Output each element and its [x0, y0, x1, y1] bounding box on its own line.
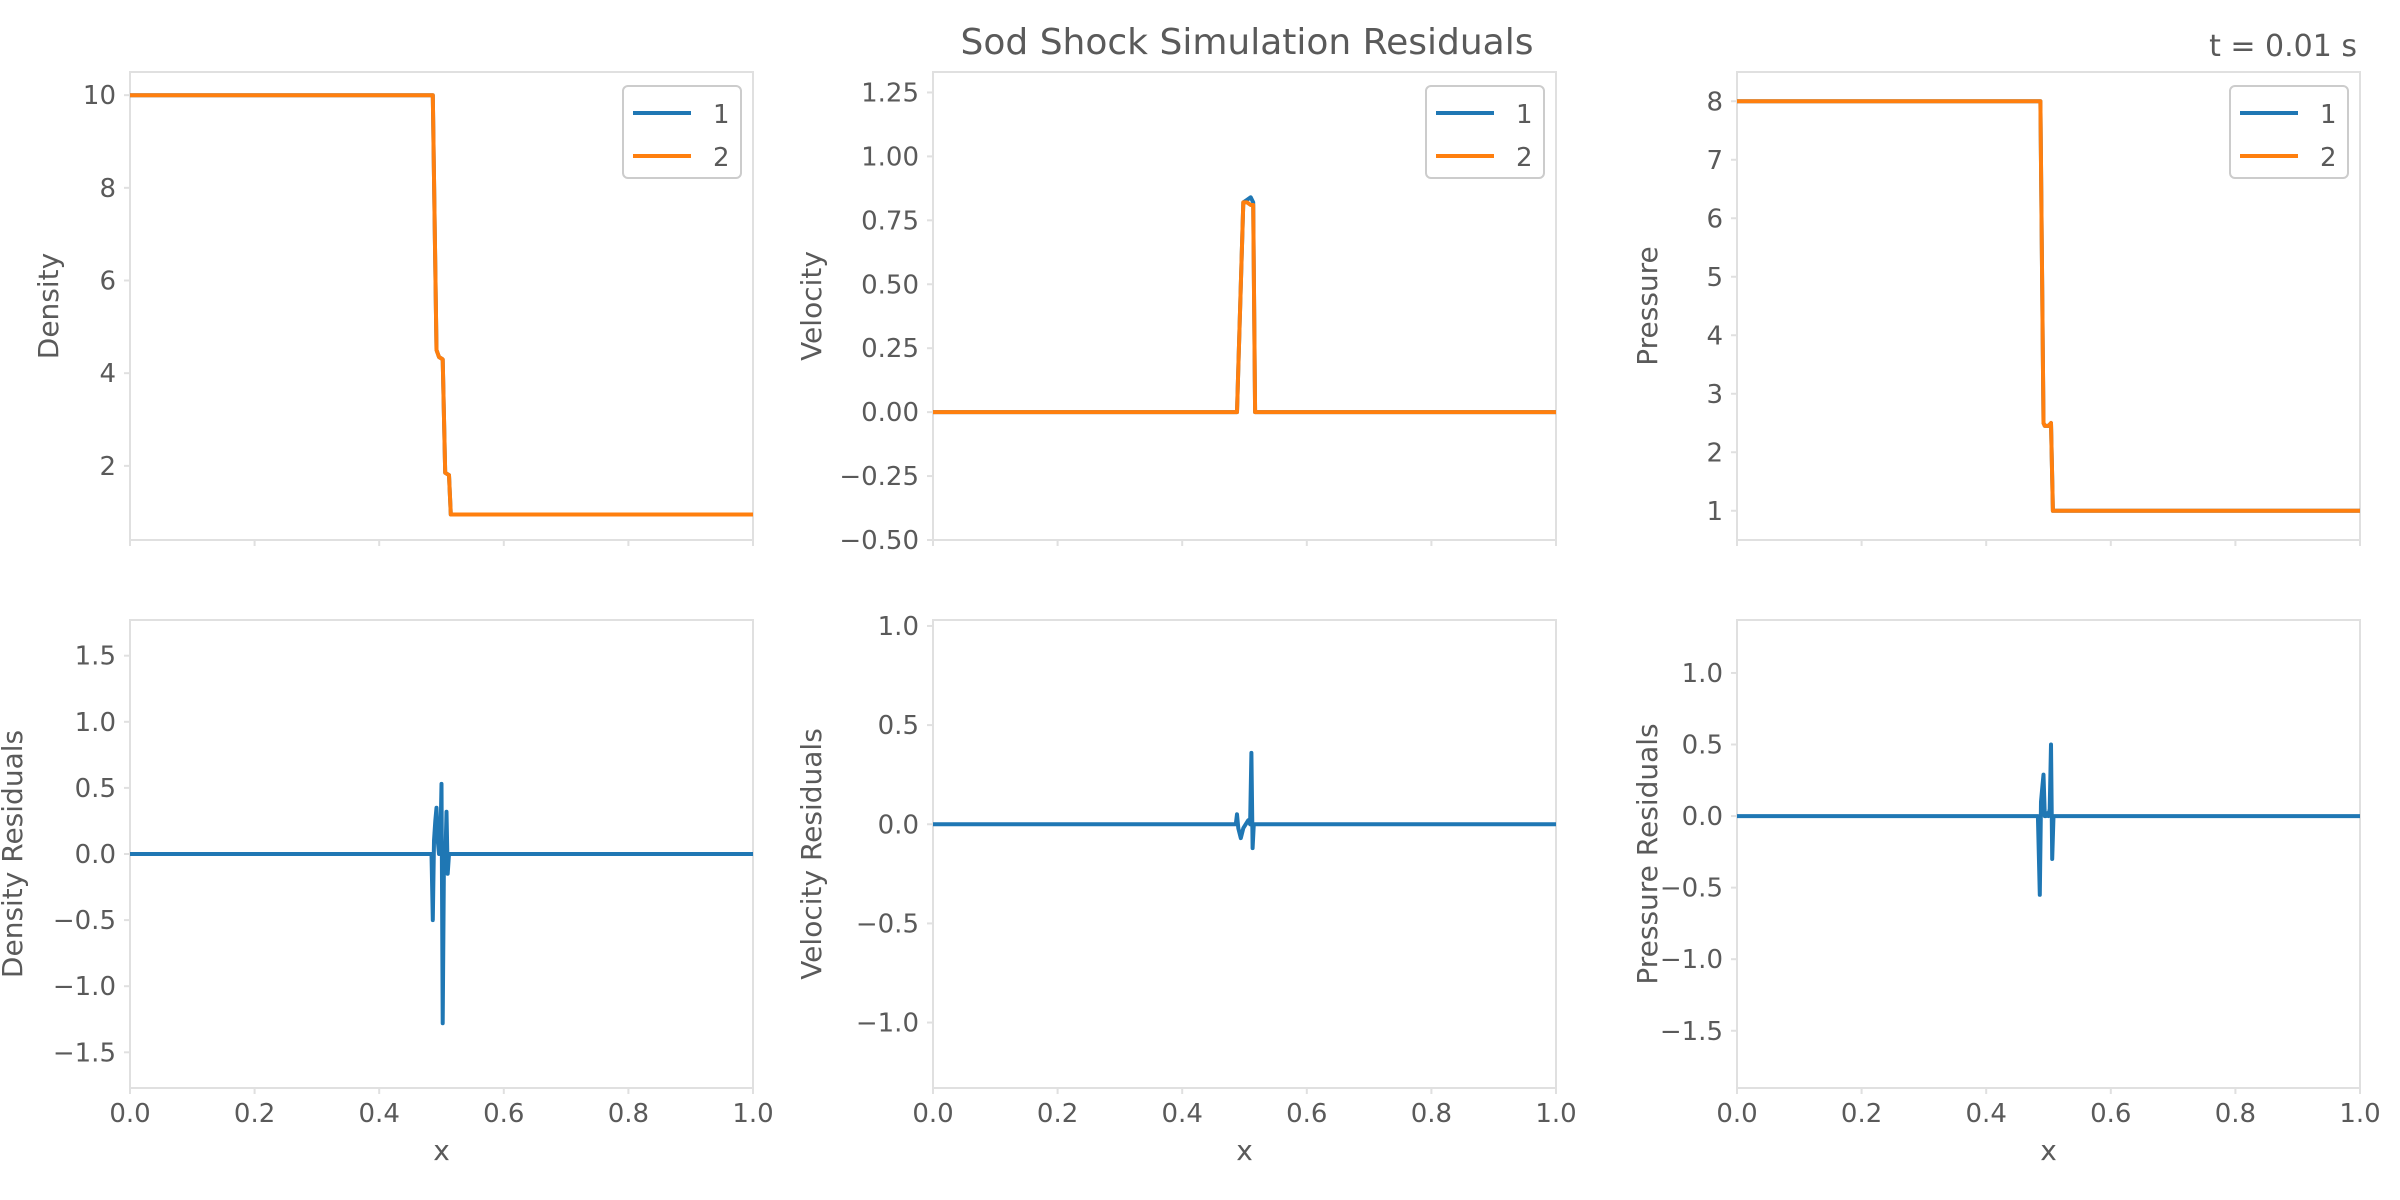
- velocity_residuals-xtick-label: 0.2: [1037, 1099, 1078, 1129]
- velocity-ytick-label: 1.00: [861, 142, 919, 172]
- pressure_residuals-xtick-label: 0.4: [1966, 1099, 2007, 1129]
- density-legend: 12: [622, 85, 742, 179]
- pressure_residuals-xtick-label: 0.8: [2215, 1099, 2256, 1129]
- pressure_residuals-ytick-label: −1.5: [1660, 1017, 1723, 1047]
- density-ytick-label: 2: [99, 452, 116, 482]
- velocity-ytick-label: 0.75: [861, 206, 919, 236]
- velocity_residuals-ytick-label: 0.0: [878, 810, 919, 840]
- density_residuals-xtick-label: 0.8: [608, 1099, 649, 1129]
- pressure_residuals-ytick-label: 0.5: [1682, 731, 1723, 761]
- pressure-series-2-line: [1737, 99, 2360, 513]
- pressure_residuals-xlabel: x: [2040, 1134, 2057, 1167]
- velocity-ytick-label: 1.25: [861, 78, 919, 108]
- velocity_residuals-ytick-label: 0.5: [878, 711, 919, 741]
- pressure-legend: 12: [2229, 85, 2349, 179]
- velocity-ytick-label: −0.25: [839, 462, 919, 492]
- pressure_residuals-series-line-line: [1737, 742, 2360, 897]
- velocity-ytick-label: 0.50: [861, 270, 919, 300]
- pressure_residuals-ytick-label: 1.0: [1682, 659, 1723, 689]
- density-legend-label-1: 1: [713, 100, 730, 130]
- velocity_residuals-ylabel: Velocity Residuals: [795, 728, 828, 980]
- pressure_residuals-ytick-label: 0.0: [1682, 802, 1723, 832]
- pressure_residuals-xtick-label: 1.0: [2339, 1099, 2380, 1129]
- density-ylabel: Density: [32, 253, 65, 359]
- density_residuals-series-line-line: [130, 781, 753, 1026]
- velocity-legend-label-1: 1: [1516, 100, 1533, 130]
- pressure-frame: [1736, 71, 2361, 541]
- velocity_residuals-series-line-line: [933, 750, 1556, 851]
- velocity-legend: 12: [1425, 85, 1545, 179]
- density-legend-label-2: 2: [713, 143, 730, 173]
- pressure-ytick-label: 4: [1706, 321, 1723, 351]
- time-label: t = 0.01 s: [2209, 29, 2357, 64]
- pressure-ytick-label: 1: [1706, 497, 1723, 527]
- density_residuals-ylabel: Density Residuals: [0, 730, 29, 978]
- velocity_residuals-xtick-label: 0.0: [912, 1099, 953, 1129]
- pressure-ylabel: Pressure: [1631, 246, 1664, 366]
- velocity_residuals-ytick-label: −0.5: [856, 909, 919, 939]
- pressure_residuals-ylabel: Pressure Residuals: [1631, 723, 1664, 984]
- pressure_residuals-xtick-label: 0.0: [1716, 1099, 1757, 1129]
- velocity_residuals-panel: 0.0 0.2 0.4 0.6 0.8 1.0 −1.0 −0.5 0.0 0.5 1.0 Veloc…: [795, 612, 1577, 1167]
- velocity-ytick-label: 0.25: [861, 334, 919, 364]
- velocity_residuals-xlabel: x: [1236, 1134, 1253, 1167]
- density-ytick-label: 4: [99, 359, 116, 389]
- density_residuals-xtick-label: 0.2: [234, 1099, 275, 1129]
- velocity-ytick-label: 0.00: [861, 398, 919, 428]
- density_residuals-xtick-label: 1.0: [732, 1099, 773, 1129]
- density_residuals-ytick-label: 1.5: [75, 642, 116, 672]
- velocity_residuals-xtick-label: 0.4: [1162, 1099, 1203, 1129]
- pressure_residuals-xtick-label: 0.2: [1841, 1099, 1882, 1129]
- pressure-ytick-label: 5: [1706, 263, 1723, 293]
- density_residuals-ytick-label: 0.0: [75, 840, 116, 870]
- velocity-frame: [932, 71, 1557, 541]
- velocity_residuals-xtick-label: 0.6: [1286, 1099, 1327, 1129]
- pressure_residuals-xtick-label: 0.6: [2090, 1099, 2131, 1129]
- pressure-ytick-label: 2: [1706, 438, 1723, 468]
- velocity-legend-label-2: 2: [1516, 143, 1533, 173]
- density_residuals-ytick-label: −0.5: [53, 906, 116, 936]
- density_residuals-xlabel: x: [433, 1134, 450, 1167]
- density_residuals-xtick-label: 0.4: [359, 1099, 400, 1129]
- pressure-legend-label-1: 1: [2320, 100, 2337, 130]
- velocity_residuals-frame: [932, 619, 1557, 1089]
- density-frame: [129, 71, 754, 541]
- pressure-ytick-label: 7: [1706, 146, 1723, 176]
- pressure-ytick-label: 3: [1706, 380, 1723, 410]
- velocity-panel: −0.50 −0.25 0.00 0.25 0.50 0.75 1.00 1.25 Veloci…: [795, 71, 1557, 556]
- pressure_residuals-ytick-label: −1.0: [1660, 945, 1723, 975]
- velocity_residuals-ytick-label: 1.0: [878, 612, 919, 642]
- pressure-ytick-label: 8: [1706, 87, 1723, 117]
- density_residuals-panel: 0.0 0.2 0.4 0.6 0.8 1.0 −1.5 −1.0 −0.5 0.0 0.5 1.0 1…: [0, 619, 774, 1167]
- density_residuals-xtick-label: 0.6: [483, 1099, 524, 1129]
- velocity_residuals-xtick-label: 1.0: [1535, 1099, 1576, 1129]
- velocity-series-1-line: [933, 195, 1556, 415]
- pressure_residuals-frame: [1736, 619, 2361, 1089]
- density_residuals-ytick-label: −1.0: [53, 972, 116, 1002]
- pressure-legend-label-2: 2: [2320, 143, 2337, 173]
- density-ytick-label: 8: [99, 174, 116, 204]
- density-ytick-label: 10: [83, 81, 116, 111]
- pressure_residuals-panel: 0.0 0.2 0.4 0.6 0.8 1.0 −1.5 −1.0 −0.5 0.0 0.5 1.0 P…: [1631, 619, 2381, 1167]
- pressure_residuals-ytick-label: −0.5: [1660, 874, 1723, 904]
- velocity_residuals-ytick-label: −1.0: [856, 1009, 919, 1039]
- density_residuals-xtick-label: 0.0: [109, 1099, 150, 1129]
- pressure-ytick-label: 6: [1706, 204, 1723, 234]
- density-ytick-label: 6: [99, 267, 116, 297]
- figure-title: Sod Shock Simulation Residuals: [961, 22, 1534, 63]
- density_residuals-ytick-label: −1.5: [53, 1038, 116, 1068]
- velocity-ylabel: Velocity: [795, 251, 828, 361]
- velocity-series-2-line: [933, 200, 1556, 415]
- velocity_residuals-xtick-label: 0.8: [1411, 1099, 1452, 1129]
- density_residuals-ytick-label: 0.5: [75, 774, 116, 804]
- density_residuals-ytick-label: 1.0: [75, 708, 116, 738]
- density-series-2-line: [130, 93, 753, 517]
- velocity-ytick-label: −0.50: [839, 526, 919, 556]
